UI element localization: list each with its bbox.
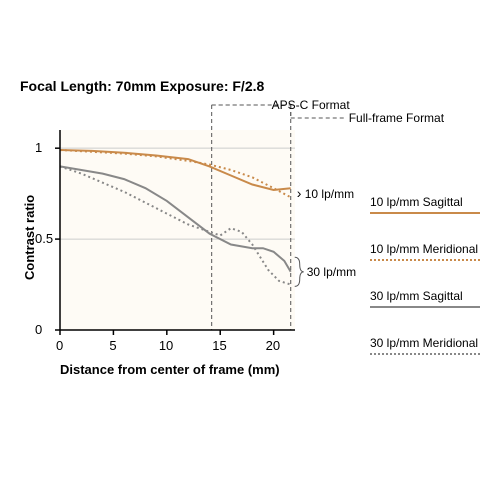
mtf-chart: [60, 130, 295, 330]
root: Focal Length: 70mm Exposure: F/2.8 Contr…: [0, 0, 500, 500]
legend-item: 10 lp/mm Meridional: [370, 242, 495, 261]
legend-item: 30 lp/mm Sagittal: [370, 289, 495, 308]
fullframe-format-label: Full-frame Format: [349, 111, 444, 125]
xtick-label: 20: [266, 338, 280, 353]
legend-label: 10 lp/mm Meridional: [370, 242, 495, 256]
legend-label: 30 lp/mm Sagittal: [370, 289, 495, 303]
legend-item: 10 lp/mm Sagittal: [370, 195, 495, 214]
thirty-lpmm-label: 30 lp/mm: [307, 265, 356, 279]
ten-lpmm-text: 10 lp/mm: [305, 187, 354, 201]
ytick-label: 1: [35, 140, 42, 155]
legend-label: 30 lp/mm Meridional: [370, 336, 495, 350]
legend-swatch: [370, 212, 480, 214]
xtick-label: 15: [212, 338, 226, 353]
legend-swatch: [370, 353, 480, 355]
legend-swatch: [370, 306, 480, 308]
ten-lpmm-label: › 10 lp/mm: [297, 185, 354, 201]
xtick-label: 10: [159, 338, 173, 353]
legend: 10 lp/mm Sagittal 10 lp/mm Meridional 30…: [370, 195, 495, 383]
xtick-label: 0: [56, 338, 63, 353]
chart-svg: [60, 130, 295, 330]
chart-title: Focal Length: 70mm Exposure: F/2.8: [20, 78, 264, 94]
legend-item: 30 lp/mm Meridional: [370, 336, 495, 355]
legend-swatch: [370, 259, 480, 261]
apsc-format-label: APS-C Format: [272, 98, 350, 112]
ytick-label: 0.5: [35, 231, 53, 246]
ytick-label: 0: [35, 322, 42, 337]
legend-label: 10 lp/mm Sagittal: [370, 195, 495, 209]
x-axis-label: Distance from center of frame (mm): [60, 362, 280, 377]
xtick-label: 5: [109, 338, 116, 353]
